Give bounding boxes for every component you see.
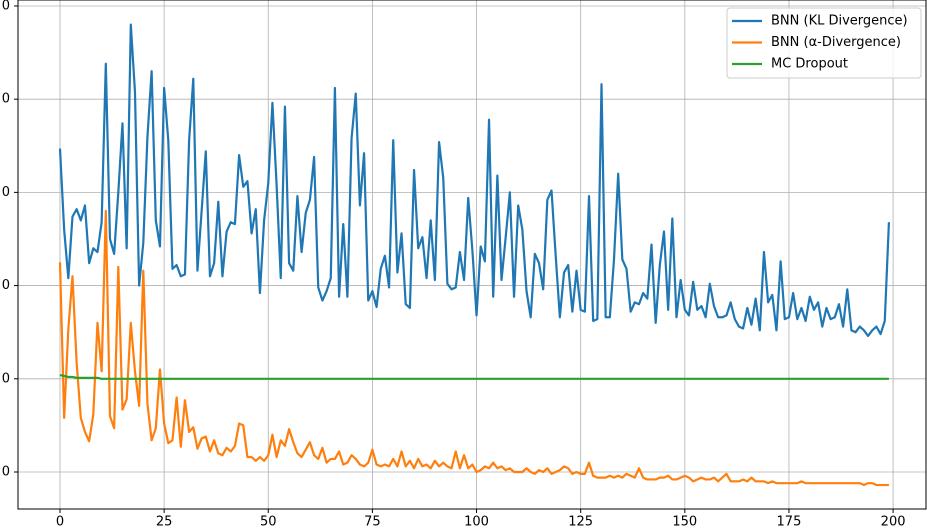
- legend: BNN (KL Divergence) BNN (α-Divergence) MC …: [726, 7, 922, 79]
- x-tick-label: 50: [260, 515, 277, 528]
- x-tick-label: 75: [364, 515, 381, 528]
- x-tick-label: 150: [672, 515, 697, 528]
- y-tick-label: 0: [2, 92, 10, 107]
- x-tick-label: 25: [156, 515, 173, 528]
- x-tick-label: 100: [464, 515, 489, 528]
- line-series: [58, 209, 889, 487]
- y-tick-label: 0: [2, 185, 10, 200]
- y-tick-label: 0: [2, 0, 10, 13]
- plot-frame: [17, 0, 927, 510]
- y-tick-label: 0: [2, 371, 10, 386]
- x-tick-label: 125: [568, 515, 593, 528]
- legend-label: BNN (α-Divergence): [771, 35, 901, 50]
- y-tick-label: 0: [2, 464, 10, 479]
- x-tick-label: 175: [777, 515, 802, 528]
- y-tick-label: 0: [2, 278, 10, 293]
- x-tick-label: 200: [881, 515, 906, 528]
- line-series: [58, 23, 891, 338]
- x-tick-label: 0: [56, 515, 64, 528]
- legend-label: BNN (KL Divergence): [771, 14, 908, 29]
- line-series: [59, 373, 889, 380]
- legend-box: [726, 7, 922, 79]
- legend-label: MC Dropout: [771, 57, 848, 72]
